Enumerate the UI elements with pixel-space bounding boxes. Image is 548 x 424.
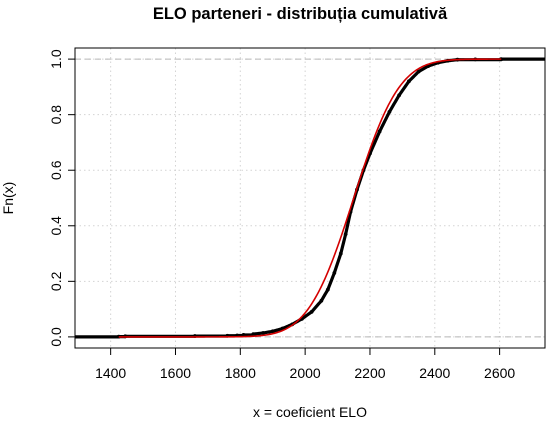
x-tick-label: 1800 xyxy=(225,365,256,381)
ecdf-point xyxy=(251,332,256,337)
y-axis-label: Fn(x) xyxy=(0,182,16,215)
ecdf-point xyxy=(416,69,421,74)
ecdf-point xyxy=(319,298,324,303)
ecdf-point xyxy=(406,79,411,84)
y-axis: 0.0 0.2 0.4 0.6 0.8 1.0 xyxy=(48,49,76,347)
y-tick-label: 1.0 xyxy=(48,49,64,69)
ecdf-point xyxy=(377,129,382,134)
y-tick-label: 0.4 xyxy=(48,216,64,236)
grid xyxy=(75,48,545,348)
ecdf-point xyxy=(270,329,275,334)
ecdf-point xyxy=(397,93,402,98)
ecdf-point xyxy=(343,232,348,237)
x-tick-label: 2000 xyxy=(290,365,321,381)
ecdf-series xyxy=(75,57,545,339)
chart-title: ELO parteneri - distribuția cumulativă xyxy=(153,5,448,23)
x-tick-label: 1400 xyxy=(95,365,126,381)
fitted-cdf-series xyxy=(118,58,502,338)
ecdf-point xyxy=(325,287,330,292)
ecdf-point xyxy=(332,271,337,275)
ecdf-line xyxy=(75,57,545,339)
x-tick-label: 2200 xyxy=(354,365,385,381)
x-axis-label: x = coeficient ELO xyxy=(253,404,367,420)
x-tick-label: 1600 xyxy=(160,365,191,381)
x-axis: 1400 1600 1800 2000 2200 2400 2600 xyxy=(95,347,515,381)
x-tick-label: 2400 xyxy=(419,365,450,381)
ecdf-point xyxy=(338,251,343,256)
ecdf-point xyxy=(387,109,392,114)
y-tick-label: 0.8 xyxy=(48,105,64,125)
x-tick-label: 2600 xyxy=(484,365,515,381)
y-tick-label: 0.2 xyxy=(48,271,64,291)
y-tick-label: 0.6 xyxy=(48,160,64,180)
plot-frame xyxy=(74,47,546,349)
ecdf-point xyxy=(499,57,504,62)
reference-lines xyxy=(75,58,545,338)
ecdf-point xyxy=(309,309,314,314)
fitted-cdf-line xyxy=(118,58,502,338)
y-tick-label: 0.0 xyxy=(48,327,64,347)
ecdf-point xyxy=(261,331,265,335)
